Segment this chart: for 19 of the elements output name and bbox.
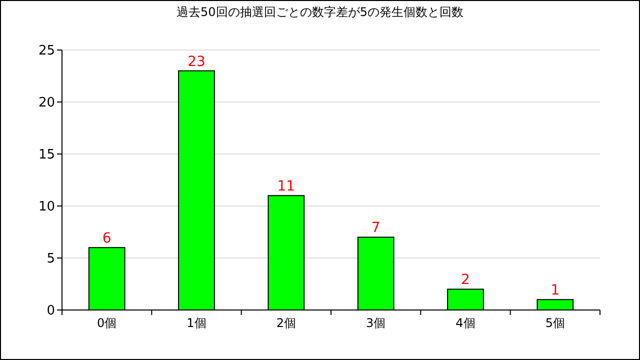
x-tick-label: 5個 bbox=[545, 316, 565, 330]
data-label: 1 bbox=[550, 282, 560, 299]
y-tick-label: 10 bbox=[38, 200, 55, 215]
x-tick-label: 1個 bbox=[186, 316, 206, 330]
y-tick-label: 0 bbox=[46, 304, 55, 319]
data-label: 23 bbox=[188, 54, 206, 70]
data-label: 7 bbox=[371, 220, 380, 236]
y-tick-label: 20 bbox=[38, 96, 55, 111]
x-tick-label: 0個 bbox=[97, 316, 117, 330]
data-label: 11 bbox=[277, 178, 296, 195]
y-tick-label: 15 bbox=[38, 148, 55, 163]
data-label: 2 bbox=[461, 272, 470, 288]
y-tick-label: 5 bbox=[46, 252, 55, 267]
x-tick-label: 2個 bbox=[276, 316, 296, 330]
chart-title: 過去50回の抽選回ごとの数字差が5の発生個数と回数 bbox=[176, 5, 464, 19]
x-tick-label: 4個 bbox=[456, 316, 476, 330]
y-tick-label: 25 bbox=[38, 44, 55, 59]
data-label: 6 bbox=[102, 230, 112, 247]
x-tick-label: 3個 bbox=[366, 316, 386, 330]
